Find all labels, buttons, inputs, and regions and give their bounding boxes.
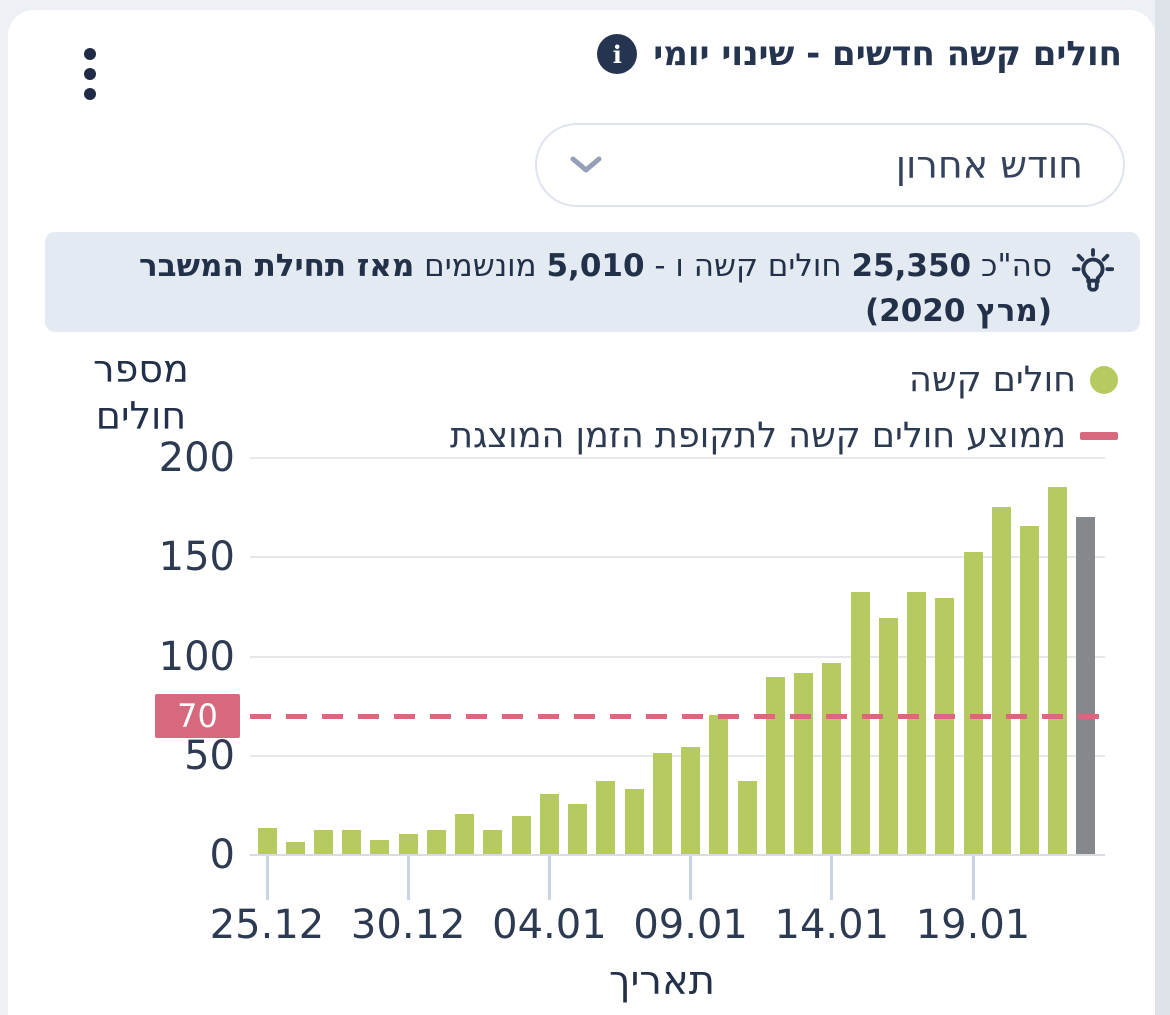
bar[interactable]	[596, 780, 616, 854]
kebab-dot	[84, 68, 96, 80]
scrollbar-track[interactable]	[1155, 0, 1170, 1015]
x-tick-label: 09.01	[633, 902, 748, 948]
widget-title: חולים קשה חדשים - שינוי יומי	[653, 34, 1122, 74]
bar[interactable]	[313, 830, 333, 854]
legend-label-average: ממוצע חולים קשה לתקופת הזמן המוצגת	[449, 416, 1066, 456]
average-line	[250, 714, 1105, 720]
bar[interactable]	[483, 830, 503, 854]
x-tick-label: 25.12	[209, 902, 325, 948]
gridline	[250, 754, 1105, 757]
bar[interactable]	[511, 816, 531, 854]
legend-marker-average	[1080, 432, 1118, 440]
summary-text: סה"כ 25,350 חולים קשה ו - 5,010 מונשמים …	[69, 244, 1052, 334]
y-tick-label: 50	[184, 732, 235, 779]
x-tick-mark	[971, 856, 975, 900]
total-severe-count: 25,350	[851, 248, 972, 284]
x-tick-label: 19.01	[915, 902, 1031, 948]
bar[interactable]	[1076, 516, 1096, 854]
bar[interactable]	[1019, 526, 1039, 854]
bar[interactable]	[257, 828, 277, 854]
chart-legend: חולים קשה ממוצע חולים קשה לתקופת הזמן המ…	[450, 360, 1118, 456]
bar[interactable]	[991, 506, 1011, 854]
x-tick-mark	[830, 856, 834, 900]
bar[interactable]	[878, 617, 898, 854]
chevron-down-icon	[570, 156, 602, 173]
x-axis-title: תאריך	[608, 958, 716, 1004]
bar[interactable]	[709, 715, 729, 854]
widget-card: חולים קשה חדשים - שינוי יומי i חודש אחרו…	[8, 10, 1155, 1015]
x-tick-mark	[547, 856, 551, 900]
kebab-dot	[84, 88, 96, 100]
bar[interactable]	[765, 677, 785, 854]
bar[interactable]	[907, 591, 927, 854]
legend-item-average: ממוצע חולים קשה לתקופת הזמן המוצגת	[450, 416, 1118, 456]
bar[interactable]	[850, 591, 870, 854]
y-axis-title: מספר חולים	[93, 347, 189, 438]
bar[interactable]	[681, 746, 701, 854]
summary-bold-suffix: מאז תחילת המשבר (מרץ 2020)	[138, 248, 1052, 329]
kebab-dot	[84, 48, 96, 60]
bar[interactable]	[568, 804, 588, 854]
widget-header: חולים קשה חדשים - שינוי יומי i	[597, 34, 1122, 74]
x-tick-mark	[689, 856, 693, 900]
legend-label-severe: חולים קשה	[909, 360, 1076, 400]
total-ventilated-count: 5,010	[546, 248, 645, 284]
bar[interactable]	[539, 794, 559, 854]
summary-banner: סה"כ 25,350 חולים קשה ו - 5,010 מונשמים …	[45, 232, 1140, 332]
bar[interactable]	[342, 830, 362, 854]
bar[interactable]	[624, 788, 644, 854]
bar[interactable]	[794, 673, 814, 854]
x-tick-mark	[265, 856, 269, 900]
x-axis-line	[250, 854, 1105, 856]
chart-plot-area: 70 תאריך 0 50 100 150 200 25.12 30.12 04.01 09.0…	[155, 437, 1105, 1004]
gridline	[250, 457, 1105, 459]
period-select[interactable]: חודש אחרון	[535, 123, 1125, 207]
bar[interactable]	[370, 840, 390, 854]
y-tick-label: 0	[209, 832, 235, 878]
average-value-badge: 70	[155, 694, 240, 739]
legend-item-severe: חולים קשה	[909, 360, 1118, 400]
bar[interactable]	[285, 842, 305, 854]
bar[interactable]	[737, 780, 757, 854]
lightbulb-icon	[1071, 248, 1115, 292]
bar[interactable]	[935, 597, 955, 854]
y-tick-label: 150	[158, 534, 235, 581]
bar[interactable]	[426, 830, 446, 854]
gridline	[250, 655, 1105, 658]
bar[interactable]	[822, 663, 842, 854]
info-icon-glyph: i	[612, 39, 622, 69]
bar[interactable]	[963, 552, 983, 854]
bar[interactable]	[652, 752, 672, 854]
bar[interactable]	[1048, 486, 1068, 854]
kebab-menu-button[interactable]	[78, 42, 102, 106]
x-tick-label: 04.01	[492, 902, 607, 948]
period-select-value: חודש אחרון	[895, 143, 1083, 187]
y-tick-label: 100	[158, 633, 235, 680]
summary-prefix: סה"כ	[971, 248, 1052, 284]
x-tick-mark	[406, 856, 410, 900]
legend-marker-severe	[1090, 366, 1118, 394]
summary-mid2: מונשמים	[414, 248, 547, 284]
bar[interactable]	[455, 814, 475, 854]
summary-mid1: חולים קשה ו -	[644, 248, 852, 284]
x-tick-label: 30.12	[350, 902, 466, 948]
info-icon[interactable]: i	[597, 34, 638, 74]
bar[interactable]	[398, 834, 418, 854]
y-tick-label: 200	[158, 435, 235, 481]
x-tick-label: 14.01	[774, 902, 890, 948]
gridline	[250, 556, 1105, 559]
